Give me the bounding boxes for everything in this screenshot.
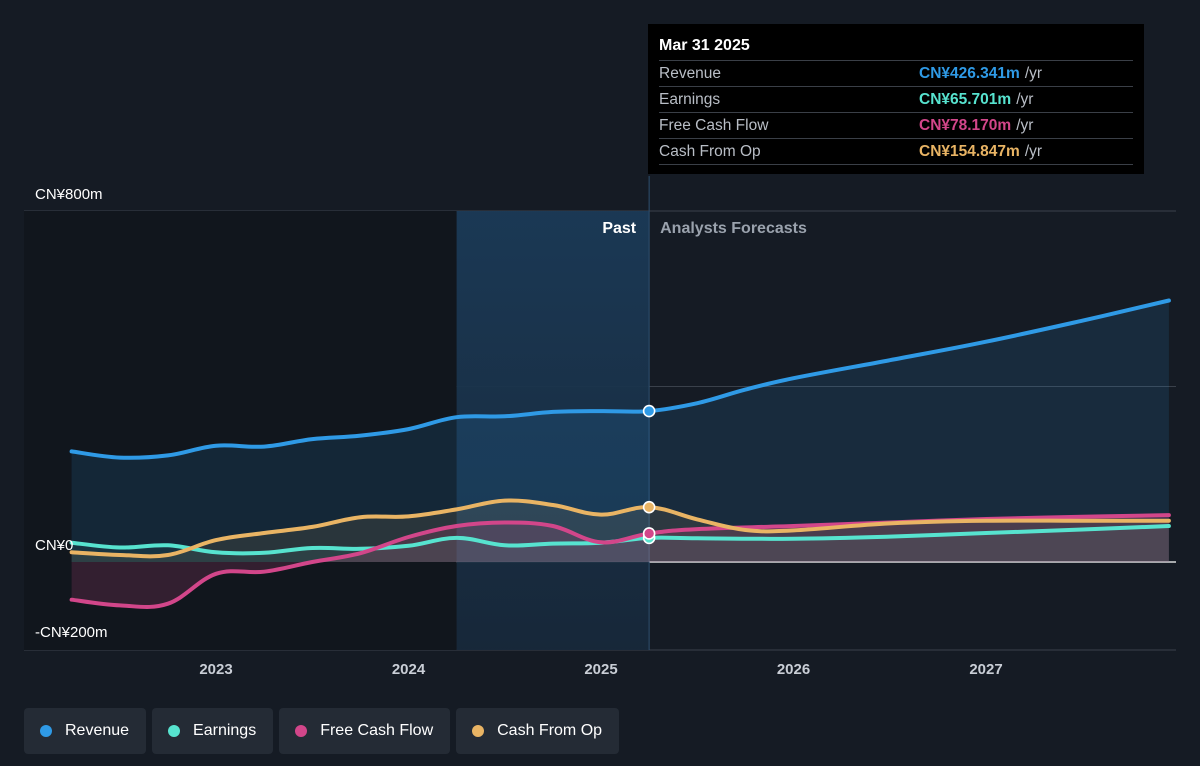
tooltip-value: CN¥426.341m (919, 64, 1020, 82)
legend-item-free-cash-flow[interactable]: Free Cash Flow (279, 708, 451, 754)
tooltip-value: CN¥78.170m (919, 116, 1012, 134)
legend-dot-icon (40, 725, 52, 737)
legend-dot-icon (295, 725, 308, 737)
tooltip-date: Mar 31 2025 (659, 37, 750, 54)
x-tick-label: 2027 (969, 661, 1002, 678)
line-earnings (69, 524, 1171, 556)
legend-label: Earnings (193, 722, 257, 739)
past-shade (24, 176, 650, 650)
tooltip-row-cash-from-op: Cash From Op CN¥154.847m /yr (659, 138, 1133, 165)
x-tick-label: 2026 (777, 661, 810, 678)
marker-cash-from-op (642, 500, 656, 514)
y-tick-label: CN¥800m (35, 186, 103, 203)
tooltip-row-free-cash-flow: Free Cash Flow CN¥78.170m /yr (659, 112, 1133, 138)
x-tick-label: 2024 (392, 661, 426, 678)
tooltip-row-earnings: Earnings CN¥65.701m /yr (659, 86, 1133, 112)
past-background (24, 211, 457, 650)
x-tick-label: 2025 (584, 661, 617, 678)
area-earnings (71, 526, 1169, 562)
legend: Revenue Earnings Free Cash Flow Cash Fro… (24, 708, 620, 754)
legend-label: Free Cash Flow (320, 722, 434, 739)
chart-canvas: CN¥800m CN¥0 -CN¥200m 2023 2024 2025 2026 2027 P… (24, 176, 1176, 678)
legend-label: Cash From Op (497, 722, 603, 739)
y-tick-label: -CN¥200m (35, 624, 108, 641)
forecast-label: Analysts Forecasts (660, 220, 807, 237)
axis-labels: CN¥800m CN¥0 -CN¥200m 2023 2024 2025 2026 2027 P… (35, 186, 1003, 678)
legend-item-earnings[interactable]: Earnings (152, 708, 274, 754)
y-tick-label: CN¥0 (35, 537, 73, 554)
past-label: Past (602, 220, 636, 237)
tooltip-unit: /yr (1016, 90, 1034, 108)
past-highlight-band (456, 211, 650, 650)
legend-item-revenue[interactable]: Revenue (24, 708, 147, 754)
legend-item-cash-from-op[interactable]: Cash From Op (456, 708, 620, 754)
tooltip-label: Earnings (659, 90, 721, 108)
tooltip-value: CN¥65.701m (919, 90, 1012, 108)
tooltip-row-revenue: Revenue CN¥426.341m /yr (659, 60, 1133, 86)
area-cash-from-op (71, 500, 1169, 562)
marker-revenue (642, 404, 656, 418)
marker-free-cash-flow (642, 527, 656, 540)
tooltip-unit: /yr (1024, 64, 1043, 82)
tooltip-panel: Mar 31 2025 Revenue CN¥426.341m /yr Earn… (648, 24, 1144, 174)
tooltip-unit: /yr (1016, 116, 1034, 134)
tooltip-label: Revenue (659, 64, 722, 82)
highlight-markers (642, 404, 656, 545)
series-lines (69, 298, 1171, 609)
line-cash-from-op (69, 498, 1171, 559)
line-revenue (69, 298, 1171, 460)
tooltip-value: CN¥154.847m (919, 142, 1020, 160)
tooltip-unit: /yr (1024, 142, 1043, 160)
legend-label: Revenue (65, 722, 130, 739)
legend-dot-icon (168, 725, 181, 737)
tooltip-label: Free Cash Flow (659, 116, 769, 134)
tooltip-label: Cash From Op (659, 142, 761, 160)
x-tick-label: 2023 (199, 661, 232, 678)
legend-dot-icon (472, 725, 485, 737)
area-revenue (71, 300, 1169, 562)
